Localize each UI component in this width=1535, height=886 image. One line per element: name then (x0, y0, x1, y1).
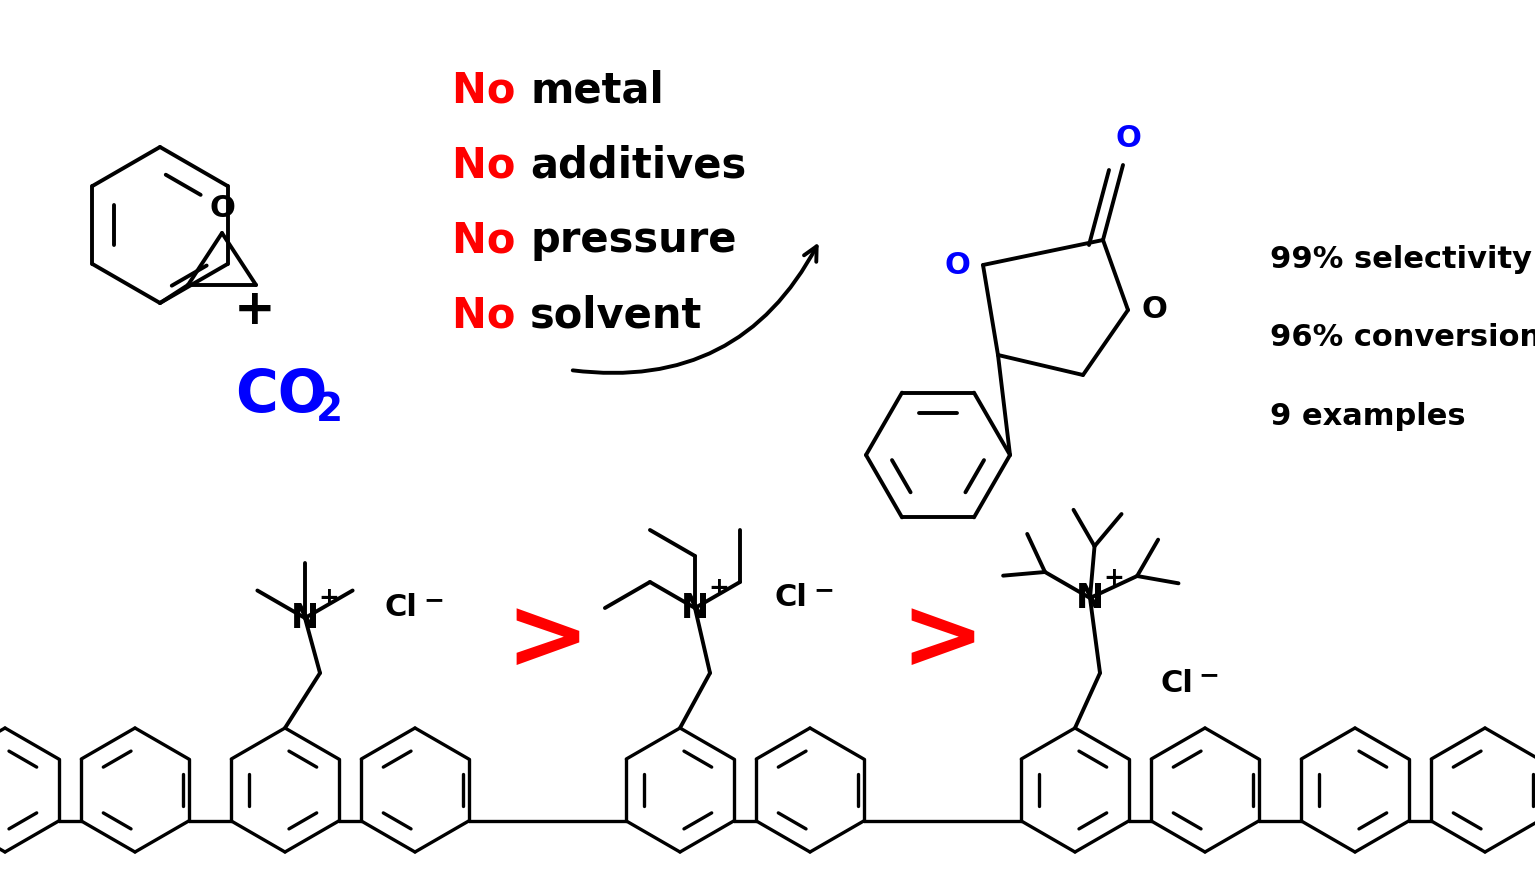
Text: +: + (709, 576, 729, 600)
Text: N: N (682, 592, 709, 625)
Text: No: No (453, 219, 530, 261)
Text: O: O (1114, 124, 1141, 153)
Text: +: + (1104, 566, 1125, 590)
Text: −: − (1197, 663, 1219, 687)
Text: solvent: solvent (530, 294, 703, 336)
Text: >: > (901, 592, 984, 688)
Text: >: > (505, 592, 589, 688)
Text: Cl: Cl (1160, 669, 1193, 697)
Text: N: N (1076, 581, 1104, 615)
Text: +: + (319, 586, 339, 610)
Text: No: No (453, 69, 530, 111)
Text: 96% conversion: 96% conversion (1269, 323, 1535, 353)
Text: additives: additives (530, 144, 746, 186)
Text: −: − (814, 578, 834, 602)
Text: No: No (453, 294, 530, 336)
Text: No: No (453, 144, 530, 186)
Text: +: + (235, 286, 276, 334)
Text: Cl: Cl (385, 594, 418, 623)
Text: 2: 2 (316, 391, 344, 429)
Text: −: − (424, 588, 444, 612)
Text: O: O (1141, 296, 1167, 324)
Text: O: O (209, 194, 235, 223)
Text: pressure: pressure (530, 219, 737, 261)
FancyArrowPatch shape (573, 246, 817, 373)
Text: O: O (944, 251, 970, 279)
Text: Cl: Cl (775, 584, 807, 612)
Text: 9 examples: 9 examples (1269, 401, 1466, 431)
Text: 99% selectivity: 99% selectivity (1269, 245, 1532, 275)
Text: CO: CO (235, 367, 327, 424)
Text: N: N (292, 602, 319, 634)
Text: metal: metal (530, 69, 663, 111)
